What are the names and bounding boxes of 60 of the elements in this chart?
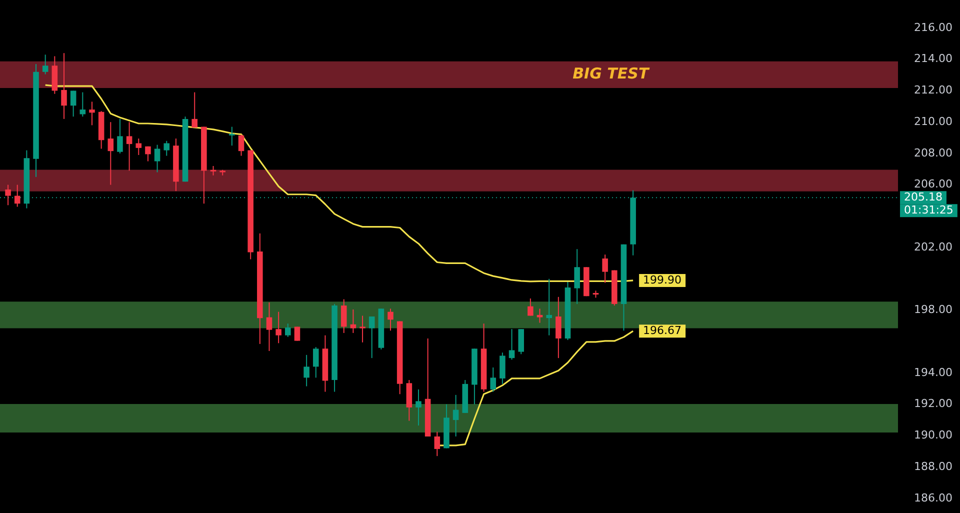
- candlestick: [490, 366, 496, 392]
- candlestick: [154, 144, 160, 173]
- y-tick-label: 210.00: [914, 114, 952, 128]
- data-label: 196.67: [643, 324, 682, 337]
- candlestick: [229, 126, 235, 146]
- candlestick: [89, 101, 95, 126]
- candlestick: [452, 394, 459, 437]
- candlestick: [556, 296, 562, 359]
- data-label: 199.90: [643, 273, 682, 286]
- candlestick: [42, 54, 48, 75]
- y-tick-label: 194.00: [914, 366, 952, 379]
- candlestick: [312, 346, 319, 378]
- y-tick-label: 208.00: [914, 146, 952, 160]
- candlestick: [368, 316, 375, 359]
- band-label: BIG TEST: [572, 64, 650, 83]
- candlestick: [528, 298, 534, 316]
- y-tick-label: 198.00: [914, 303, 952, 316]
- candlestick: [117, 118, 123, 154]
- y-tick-label: 202.00: [914, 240, 952, 254]
- candlestick: [70, 90, 76, 118]
- candlestick: [126, 122, 132, 172]
- candlestick: [388, 308, 394, 332]
- candlestick: [508, 328, 515, 360]
- candlestick: [276, 311, 282, 344]
- y-tick-label: 192.00: [914, 397, 952, 410]
- y-tick-label: 186.00: [914, 491, 952, 504]
- candlestick: [574, 248, 580, 304]
- candlestick: [192, 92, 198, 128]
- candlestick: [602, 254, 608, 284]
- candlestick: [61, 52, 67, 120]
- candlestick: [80, 92, 86, 118]
- candlestick: [266, 302, 272, 352]
- candlestick: [434, 431, 440, 457]
- y-tick-label: 212.00: [914, 84, 952, 97]
- y-tick-label: 216.00: [914, 20, 952, 34]
- y-tick-label: 190.00: [914, 428, 952, 442]
- y-tick-label: 188.00: [914, 460, 952, 473]
- candlestick: [360, 315, 366, 343]
- ref-line-label: 205.18: [904, 190, 942, 204]
- candlestick: [340, 298, 347, 334]
- y-tick-label: 206.00: [914, 178, 952, 191]
- candlestick: [546, 278, 552, 336]
- candlestick: [518, 328, 524, 355]
- candlestick: [536, 308, 543, 324]
- candlestick: [14, 184, 20, 208]
- candlestick: [238, 134, 244, 156]
- candlestick: [285, 323, 291, 338]
- candlestick: [145, 146, 151, 162]
- candlestick: [136, 138, 142, 156]
- candlestick: [164, 140, 170, 156]
- y-tick-label: 214.00: [914, 52, 952, 66]
- candlestick: [5, 184, 11, 206]
- candlestick: [500, 352, 506, 384]
- candlestick: [350, 308, 356, 334]
- candlestick: [416, 388, 422, 426]
- candlestick: [294, 326, 300, 342]
- candlestick: [108, 122, 114, 186]
- candlestick: [210, 165, 216, 176]
- text: 01:31:25: [904, 204, 954, 217]
- candlestick: [304, 354, 310, 387]
